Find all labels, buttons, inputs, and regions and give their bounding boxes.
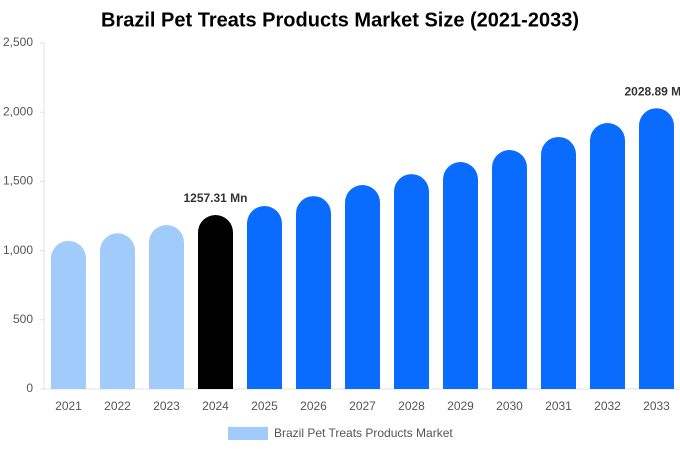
bar: [590, 122, 625, 390]
legend-swatch: [228, 427, 268, 440]
y-tick-label: 500: [13, 312, 33, 326]
x-tick-label: 2027: [349, 399, 376, 413]
x-tick-label: 2032: [594, 399, 621, 413]
bar: [443, 162, 478, 389]
bar: [296, 196, 331, 389]
x-tick-label: 2023: [153, 399, 180, 413]
x-tick-label: 2022: [104, 399, 131, 413]
bar: [100, 233, 135, 389]
x-tick-label: 2024: [202, 399, 229, 413]
x-tick-label: 2021: [55, 399, 82, 413]
bar: [492, 149, 527, 389]
bar: [541, 136, 576, 389]
y-tick-label: 2,500: [3, 35, 33, 49]
data-label: 1257.31 Mn: [183, 191, 247, 205]
chart-title: Brazil Pet Treats Products Market Size (…: [101, 9, 579, 31]
bar: [247, 206, 282, 389]
x-tick-label: 2025: [251, 399, 278, 413]
x-tick-label: 2031: [545, 399, 572, 413]
bar: [639, 108, 674, 389]
y-tick-label: 0: [26, 381, 33, 395]
y-tick-label: 1,500: [3, 174, 33, 188]
x-tick-label: 2026: [300, 399, 327, 413]
y-tick-label: 1,000: [3, 243, 33, 257]
y-tick-label: 2,000: [3, 104, 33, 118]
bar: [51, 240, 86, 389]
legend-label: Brazil Pet Treats Products Market: [274, 426, 453, 440]
x-tick-label: 2029: [447, 399, 474, 413]
data-label: 2028.89 Mn: [624, 84, 680, 98]
bar: [149, 224, 184, 389]
bar: [394, 174, 429, 389]
x-tick-label: 2028: [398, 399, 425, 413]
x-tick-label: 2030: [496, 399, 523, 413]
x-tick-label: 2033: [643, 399, 670, 413]
bar: [198, 214, 233, 389]
bar: [345, 184, 380, 389]
